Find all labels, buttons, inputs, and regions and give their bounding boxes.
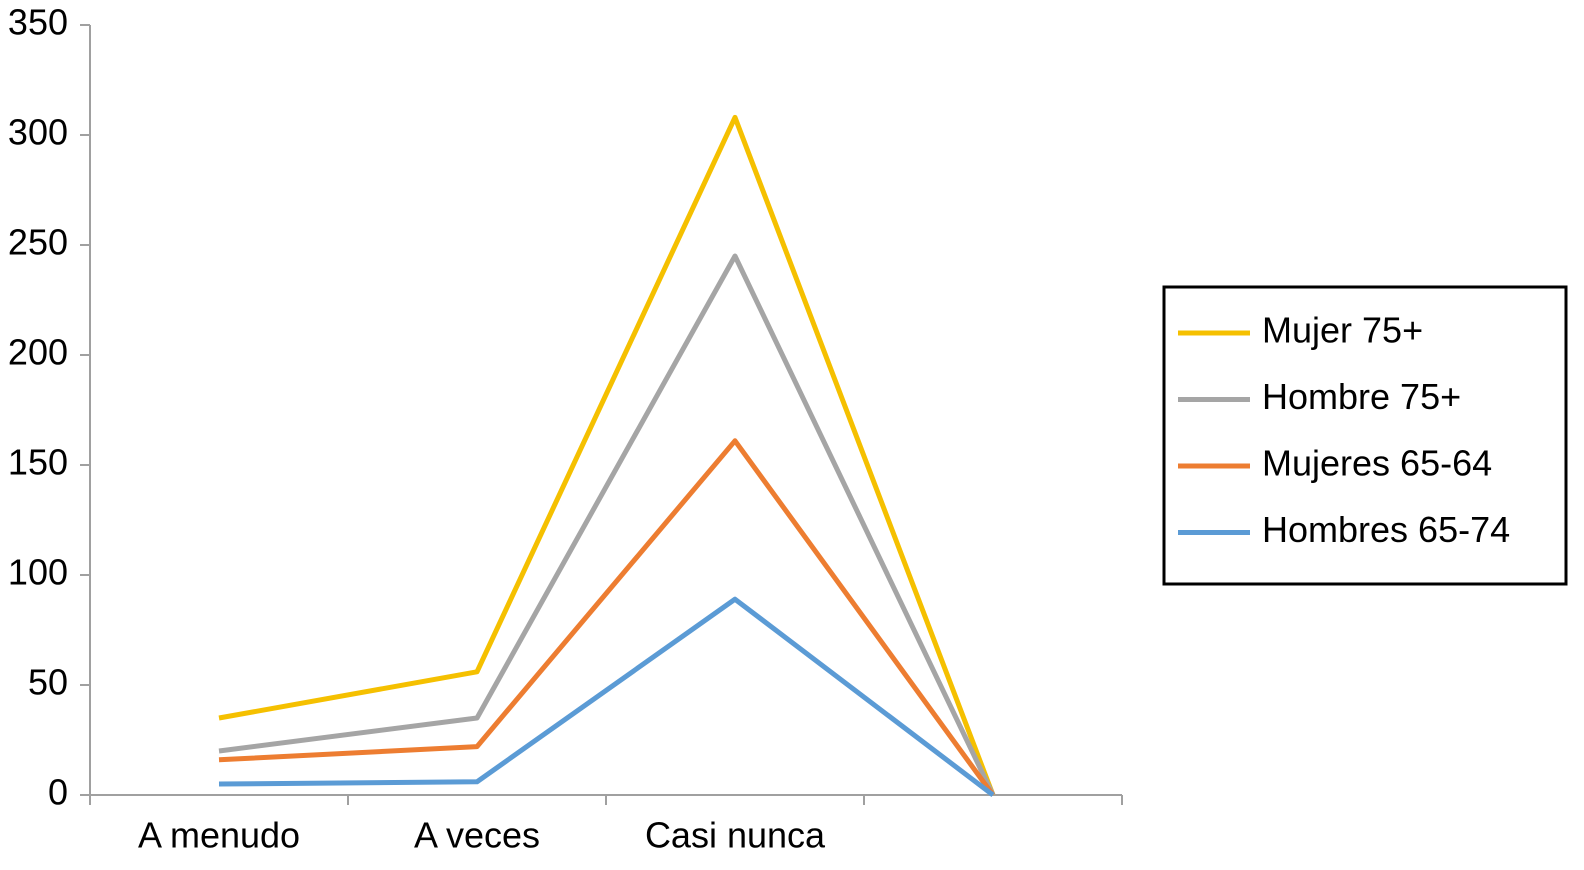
legend-label: Hombre 75+ (1262, 376, 1461, 417)
y-tick-label: 100 (8, 552, 68, 593)
x-tick-label: A menudo (138, 815, 300, 856)
x-tick-label: Casi nunca (645, 815, 826, 856)
legend-label: Mujeres 65-64 (1262, 443, 1492, 484)
y-tick-label: 300 (8, 112, 68, 153)
series-line (218, 253, 996, 797)
y-tick-label: 50 (28, 662, 68, 703)
y-tick-label: 350 (8, 2, 68, 43)
legend-box (1162, 285, 1568, 586)
y-tick-label: 150 (8, 442, 68, 483)
series-line (218, 438, 996, 797)
series-line (218, 114, 996, 796)
series-line (218, 596, 995, 797)
legend-label: Hombres 65-74 (1262, 509, 1510, 550)
x-tick-label: A veces (414, 815, 540, 856)
y-tick-label: 250 (8, 222, 68, 263)
y-tick-label: 200 (8, 332, 68, 373)
y-tick-label: 0 (48, 772, 68, 813)
legend-label: Mujer 75+ (1262, 310, 1423, 351)
